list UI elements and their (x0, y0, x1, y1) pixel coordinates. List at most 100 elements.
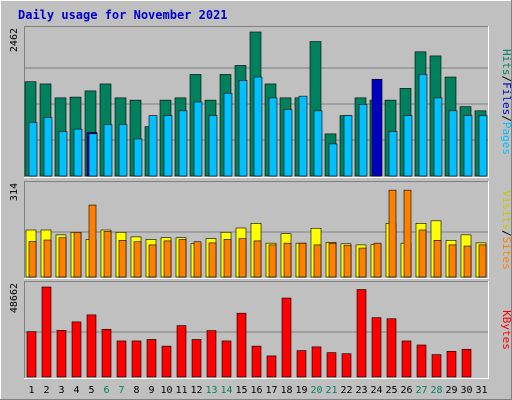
x-tick-day-1: 1 (28, 385, 34, 396)
x-tick-day-14: 14 (220, 385, 232, 396)
bar-sites-day-8 (133, 241, 142, 278)
legend-part: Visits (500, 190, 512, 230)
chart-title: Daily usage for November 2021 (18, 8, 228, 22)
bar-pages-day-3 (58, 131, 68, 177)
x-tick-day-12: 12 (190, 385, 202, 396)
x-tick-day-8: 8 (133, 385, 139, 396)
bar-pages-day-5 (88, 133, 98, 177)
bar-kbytes-day-18 (281, 297, 292, 378)
bar-sites-day-9 (148, 244, 157, 278)
bar-pages-day-13 (208, 115, 218, 177)
x-tick-day-25: 25 (385, 385, 397, 396)
bar-pages-day-7 (118, 124, 128, 177)
legend-part: Files (500, 82, 512, 115)
bar-pages-day-17 (268, 97, 278, 177)
bar-kbytes-day-24 (371, 317, 382, 378)
bar-kbytes-day-26 (401, 340, 412, 378)
bar-kbytes-day-1 (26, 331, 37, 378)
bar-kbytes-day-21 (326, 352, 337, 378)
x-tick-day-27: 27 (415, 385, 427, 396)
bar-pages-day-11 (178, 110, 188, 177)
bar-kbytes-day-13 (206, 330, 217, 378)
x-axis-ticks: 1 2 3 4 5 6 7 8 9 10 11 12 13 14 15 16 17 18 19 20 21 22 23 24 2… (28, 385, 487, 396)
x-tick-day-22: 22 (340, 385, 352, 396)
bar-kbytes-day-11 (176, 325, 187, 378)
bar-pages-day-4 (73, 128, 83, 177)
bar-sites-day-20 (313, 244, 322, 278)
legend-kbytes: KBytes (500, 310, 512, 350)
bar-kbytes-day-3 (56, 330, 67, 378)
bar-kbytes-day-15 (236, 312, 247, 378)
bar-sites-day-21 (328, 242, 337, 278)
y-axis-max-label: 2462 (9, 28, 20, 52)
bar-pages-day-6 (103, 124, 113, 177)
bar-pages-day-9 (148, 115, 158, 177)
x-tick-day-17: 17 (265, 385, 277, 396)
bar-sites-day-28 (433, 240, 442, 278)
x-tick-day-21: 21 (325, 385, 337, 396)
bar-sites-day-4 (73, 231, 82, 278)
y-axis-max-label: 48662 (9, 283, 20, 313)
x-tick-day-16: 16 (250, 385, 262, 396)
bar-sites-day-11 (178, 239, 187, 278)
bar-kbytes-day-19 (296, 350, 307, 378)
bar-sites-day-14 (223, 239, 232, 278)
bar-kbytes-day-20 (311, 346, 322, 378)
bar-sites-day-5 (88, 204, 97, 278)
x-tick-day-20: 20 (310, 385, 322, 396)
bar-sites-day-26 (403, 189, 412, 278)
x-tick-day-28: 28 (430, 385, 442, 396)
bar-sites-day-6 (103, 231, 112, 278)
bar-kbytes-day-22 (341, 353, 352, 378)
bar-pages-day-29 (448, 110, 458, 177)
bar-kbytes-day-6 (101, 328, 112, 378)
chart-panels: 2462 314 48662 (9, 26, 489, 379)
bar-pages-day-28 (433, 97, 443, 177)
legend-part: Pages (500, 122, 512, 155)
bar-pages-day-16 (253, 76, 263, 177)
bar-sites-day-16 (253, 240, 262, 278)
bar-pages-day-27 (418, 74, 428, 177)
bar-kbytes-day-4 (71, 321, 82, 378)
bar-kbytes-day-14 (221, 340, 232, 378)
bar-sites-day-13 (208, 242, 217, 278)
x-tick-day-4: 4 (73, 385, 79, 396)
bar-kbytes-day-30 (461, 348, 472, 378)
bar-kbytes-day-28 (431, 354, 442, 378)
x-tick-day-30: 30 (460, 385, 472, 396)
bar-pages-day-10 (163, 115, 173, 177)
legend-part: KBytes (500, 310, 512, 350)
bar-pages-day-31 (478, 115, 488, 177)
bar-sites-day-22 (343, 244, 352, 278)
bar-pages-day-26 (403, 115, 413, 177)
panel-3: 48662 (9, 281, 489, 379)
bar-sites-day-24 (373, 242, 382, 278)
bar-pages-day-30 (463, 115, 473, 177)
bar-pages-day-23 (358, 104, 368, 177)
bar-pages-day-2 (43, 117, 53, 177)
legend-hits-files-pages: Hits/Files/Pages (500, 49, 512, 155)
bar-kbytes-day-27 (416, 344, 427, 378)
bar-sites-day-27 (418, 229, 427, 278)
bar-kbytes-day-12 (191, 339, 202, 378)
x-tick-day-7: 7 (118, 385, 124, 396)
bar-pages-day-14 (223, 92, 233, 177)
bar-pages-day-19 (298, 95, 308, 177)
x-tick-day-18: 18 (280, 385, 292, 396)
bar-kbytes-day-23 (356, 289, 367, 378)
x-tick-day-24: 24 (370, 385, 382, 396)
legend-part: Sites (500, 237, 512, 270)
legend-visits-sites: Visits/Sites (500, 190, 512, 270)
x-tick-day-9: 9 (148, 385, 154, 396)
x-tick-day-19: 19 (295, 385, 307, 396)
legend-part: / (500, 76, 512, 83)
x-tick-day-2: 2 (43, 385, 49, 396)
bar-pages-day-21 (328, 143, 338, 177)
bar-kbytes-day-9 (146, 339, 157, 378)
bar-sites-day-31 (478, 244, 487, 278)
x-tick-day-3: 3 (58, 385, 64, 396)
bar-pages-day-18 (283, 109, 293, 177)
x-tick-day-15: 15 (235, 385, 247, 396)
